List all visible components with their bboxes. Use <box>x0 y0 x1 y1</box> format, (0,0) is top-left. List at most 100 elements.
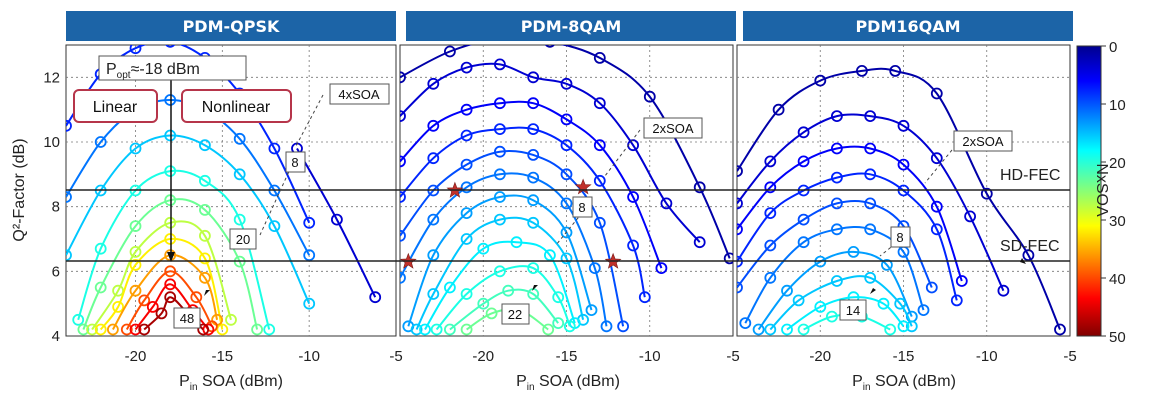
data-point <box>477 242 490 255</box>
data-point <box>627 239 639 252</box>
data-point <box>268 220 281 233</box>
data-point <box>460 233 473 245</box>
data-point <box>263 323 276 336</box>
label-8-qpsk: 8 <box>291 155 298 170</box>
data-point <box>198 229 211 242</box>
series-line <box>99 237 224 331</box>
colorbar-tick-label: 50 <box>1109 329 1126 346</box>
data-point <box>864 197 877 210</box>
data-point <box>831 197 843 210</box>
series-n18 <box>419 236 581 336</box>
data-point <box>216 323 229 336</box>
series-n14 <box>752 245 918 336</box>
data-point <box>493 123 506 136</box>
data-point <box>980 187 993 200</box>
x-tick-label: -5 <box>1063 348 1076 365</box>
y-tick-label: 6 <box>52 263 60 280</box>
data-point <box>129 142 142 155</box>
label-48-qpsk: 48 <box>180 311 194 326</box>
label-2xsoa-16qam: 2xSOA <box>962 134 1004 149</box>
colorbar-gradient <box>1076 45 1102 337</box>
data-point <box>864 223 877 236</box>
data-point <box>400 191 406 203</box>
box-4xsoa <box>329 83 390 105</box>
data-point <box>510 236 523 249</box>
data-point <box>94 136 107 148</box>
x-tick-label: -20 <box>809 348 831 365</box>
data-point <box>797 323 810 336</box>
data-point <box>527 97 540 110</box>
colorbar-tick-label: 20 <box>1109 155 1126 172</box>
data-point <box>527 194 540 207</box>
x-axis-label-16qam: Pin SOA (dBm) <box>852 373 956 393</box>
series-line <box>435 265 571 331</box>
data-point <box>400 229 406 242</box>
data-point <box>930 152 943 165</box>
data-point <box>752 323 765 336</box>
data-point <box>66 119 72 132</box>
data-point <box>146 300 159 313</box>
data-point <box>493 265 506 278</box>
data-point <box>120 323 133 336</box>
data-point <box>593 139 606 152</box>
popt-arrow-icon <box>167 252 175 262</box>
data-point <box>527 71 540 84</box>
data-point <box>693 236 706 249</box>
data-point <box>330 213 343 226</box>
data-point <box>460 181 473 194</box>
x-tick-label: -10 <box>976 348 998 365</box>
series-line <box>400 62 701 243</box>
series-n10 <box>737 197 938 294</box>
data-point <box>930 223 943 236</box>
colorbar-tick-label: 30 <box>1109 213 1126 230</box>
data-point <box>552 291 565 304</box>
data-point <box>430 323 443 336</box>
data-point <box>826 310 838 323</box>
label-20-qpsk: 20 <box>236 232 250 247</box>
x-tick-label: -15 <box>556 348 578 365</box>
x-tick-label: -10 <box>639 348 661 365</box>
data-point <box>502 284 515 297</box>
sd-fec-label: SD-FEC <box>1000 238 1060 255</box>
title-qpsk: PDM-QPSK <box>183 17 280 36</box>
data-point <box>443 281 456 294</box>
series-line <box>400 150 625 327</box>
box-2xsoa-16qam <box>953 130 1013 152</box>
series-n10 <box>400 145 629 333</box>
leader-2xsoa-8qam <box>604 129 641 177</box>
title-8qam: PDM-8QAM <box>521 17 622 36</box>
x-tick-label: -5 <box>726 348 739 365</box>
data-point <box>884 323 897 336</box>
data-point <box>772 103 785 116</box>
data-point <box>693 181 706 194</box>
data-point <box>560 197 573 210</box>
data-point <box>627 191 639 203</box>
data-point <box>660 197 673 210</box>
box-48-qpsk <box>173 307 201 329</box>
data-point <box>493 58 506 71</box>
data-point <box>493 97 506 110</box>
data-point <box>251 323 264 336</box>
y-tick-label: 8 <box>52 199 60 216</box>
data-point <box>410 323 423 336</box>
data-point <box>94 281 107 294</box>
series-line <box>449 288 559 331</box>
data-point <box>588 262 601 275</box>
y-axis-label: Q²-Factor (dB) <box>11 138 28 241</box>
series-line <box>424 240 576 331</box>
data-point <box>723 252 733 265</box>
label-8-16qam: 8 <box>896 230 903 245</box>
data-point <box>831 275 843 287</box>
data-point <box>831 110 843 122</box>
series-line <box>769 275 913 331</box>
data-point <box>617 320 629 333</box>
y-tick-label: 12 <box>43 69 60 86</box>
popt-box <box>98 55 247 81</box>
data-point <box>847 245 860 258</box>
ticks-16qam: -20 -15 -10 -5 <box>809 348 1076 365</box>
annotations-8qam: 2xSOA 8 22 <box>501 117 703 325</box>
data-point <box>129 245 142 258</box>
label-8-8qam: 8 <box>578 200 585 215</box>
annotations-qpsk: Popt≈-18 dBm Linear Nonlinear 4xSOA 8 20… <box>73 55 390 329</box>
data-point <box>427 77 440 90</box>
